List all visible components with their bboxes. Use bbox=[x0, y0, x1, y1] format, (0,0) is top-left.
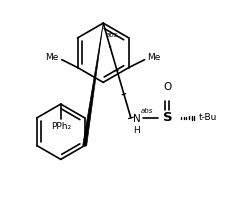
Text: S: S bbox=[163, 111, 172, 124]
Text: H: H bbox=[133, 126, 140, 135]
Text: Me: Me bbox=[148, 53, 161, 62]
Polygon shape bbox=[83, 23, 103, 146]
Text: t-Bu: t-Bu bbox=[199, 113, 217, 122]
Text: O: O bbox=[163, 82, 172, 92]
Text: Me: Me bbox=[45, 53, 59, 62]
Text: abs: abs bbox=[141, 108, 154, 114]
Text: N: N bbox=[133, 114, 141, 124]
Text: PPh₂: PPh₂ bbox=[51, 122, 71, 131]
Text: abs: abs bbox=[106, 32, 119, 38]
